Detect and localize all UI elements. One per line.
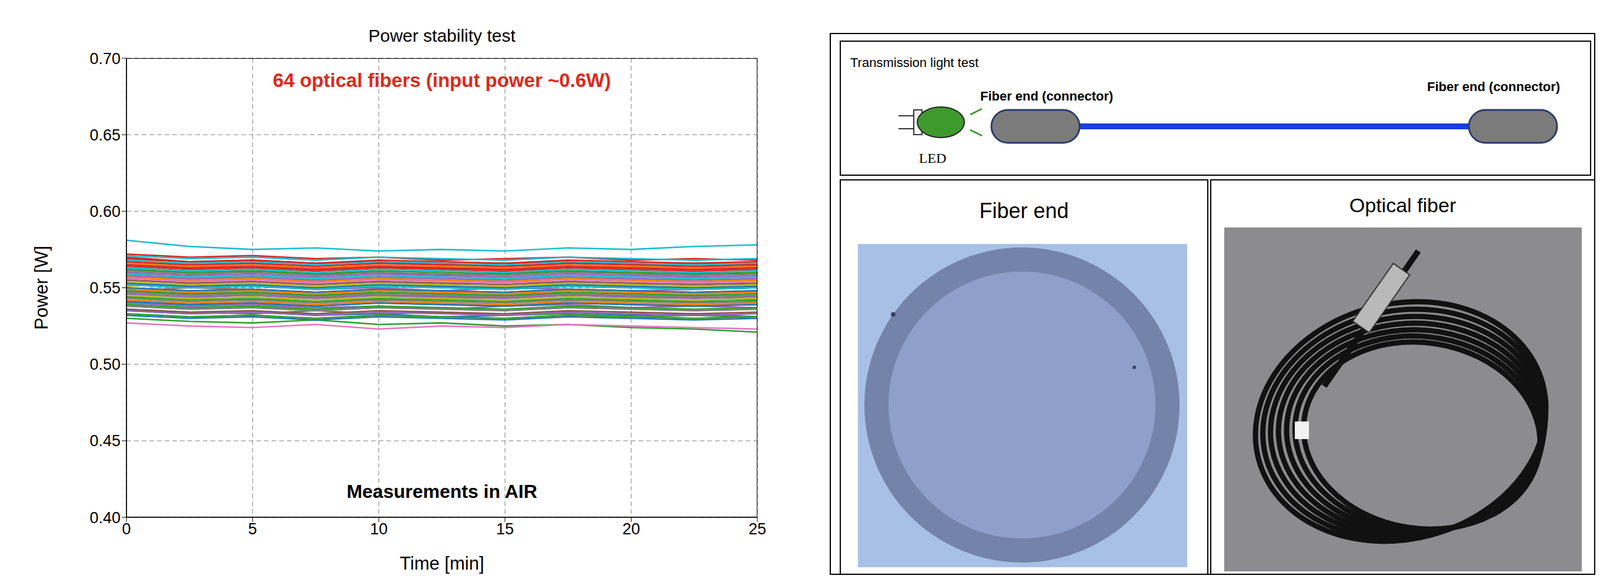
svg-text:0.55: 0.55 (89, 279, 121, 297)
svg-text:0.45: 0.45 (89, 432, 121, 450)
svg-text:10: 10 (369, 520, 388, 539)
svg-text:0: 0 (121, 520, 131, 539)
svg-text:20: 20 (622, 520, 640, 539)
html-text:Power stability test: Power stability test (368, 25, 516, 46)
svg-text:5: 5 (248, 520, 257, 539)
html-text:Measurements in AIR: Measurements in AIR (346, 480, 538, 503)
svg-text:0.70: 0.70 (89, 49, 121, 68)
svg-text:Power [W]: Power [W] (31, 245, 52, 330)
html-text:64 optical fibers (input power: 64 optical fibers (input power ~0.6W) (272, 69, 611, 92)
html-text:Fiber end: Fiber end (979, 198, 1069, 223)
svg-text:0.40: 0.40 (89, 509, 121, 527)
svg-text:0.65: 0.65 (89, 126, 121, 145)
html-text:Fiber end (connector): Fiber end (connector) (1427, 79, 1561, 95)
html-text:Optical fiber: Optical fiber (1349, 194, 1457, 217)
svg-text:0.50: 0.50 (89, 355, 121, 374)
html-text:Fiber end (connector): Fiber end (connector) (980, 88, 1114, 104)
html-text:LED: LED (918, 150, 947, 166)
html-text:Transmission light test: Transmission light test (850, 55, 979, 70)
svg-text:Time [min]: Time [min] (399, 553, 485, 574)
svg-text:25: 25 (748, 520, 767, 539)
svg-text:15: 15 (496, 520, 514, 539)
svg-text:0.60: 0.60 (89, 202, 121, 221)
